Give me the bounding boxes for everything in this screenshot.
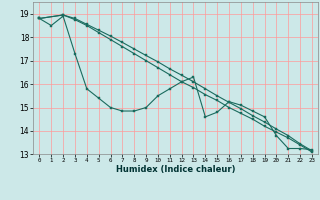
X-axis label: Humidex (Indice chaleur): Humidex (Indice chaleur) — [116, 165, 236, 174]
